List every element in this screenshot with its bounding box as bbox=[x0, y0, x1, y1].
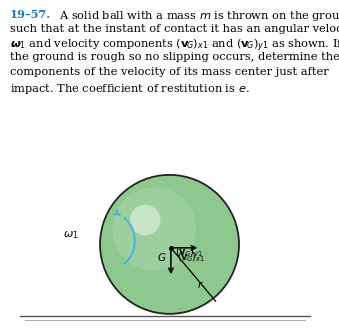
Circle shape bbox=[113, 187, 196, 271]
Text: $G$: $G$ bbox=[157, 251, 166, 263]
Text: $r$: $r$ bbox=[197, 279, 204, 290]
Text: 19–57.: 19–57. bbox=[10, 9, 51, 20]
Text: $(\mathbf{v}_{\!G})_{y1}$: $(\mathbf{v}_{\!G})_{y1}$ bbox=[175, 246, 203, 260]
Text: A solid ball with a mass $m$ is thrown on the ground: A solid ball with a mass $m$ is thrown o… bbox=[52, 9, 339, 23]
Text: components of the velocity of its mass center just after: components of the velocity of its mass c… bbox=[10, 67, 329, 77]
Text: such that at the instant of contact it has an angular velocity: such that at the instant of contact it h… bbox=[10, 24, 339, 33]
Text: the ground is rough so no slipping occurs, determine the: the ground is rough so no slipping occur… bbox=[10, 52, 339, 63]
Circle shape bbox=[100, 175, 239, 314]
Text: impact. The coefficient of restitution is $e$.: impact. The coefficient of restitution i… bbox=[10, 81, 250, 95]
Text: $\boldsymbol{\omega}_1$ and velocity components $(\mathbf{v}_{\!G})_{x1}$ and $(: $\boldsymbol{\omega}_1$ and velocity com… bbox=[10, 38, 339, 54]
Text: $\omega_1$: $\omega_1$ bbox=[63, 229, 78, 241]
Text: $(\mathbf{v}_{\!G})_{x1}$: $(\mathbf{v}_{\!G})_{x1}$ bbox=[177, 251, 205, 264]
Circle shape bbox=[130, 205, 160, 235]
